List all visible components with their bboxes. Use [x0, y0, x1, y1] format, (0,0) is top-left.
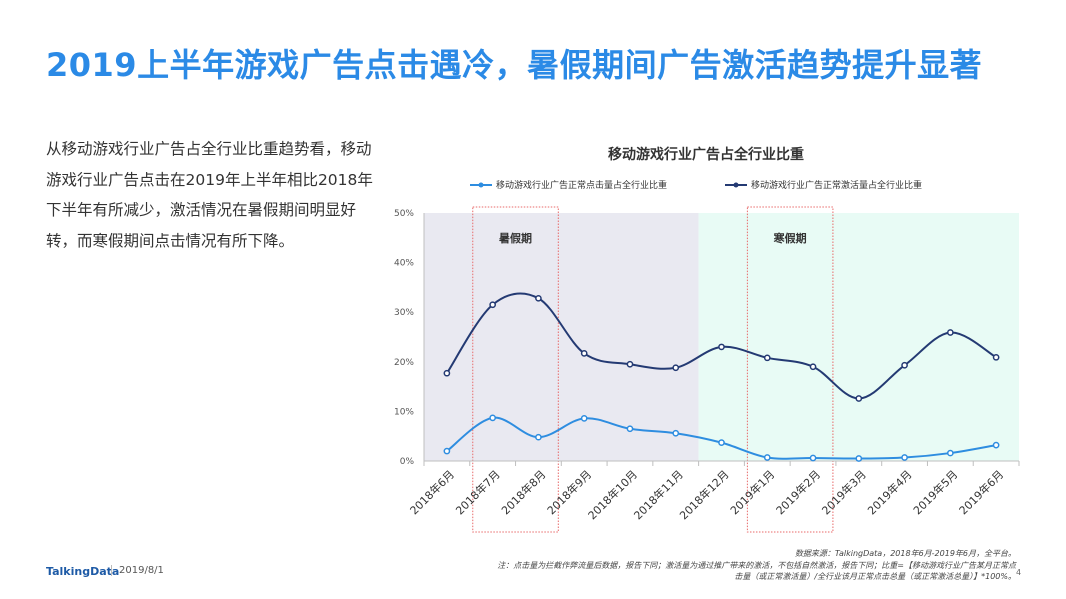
- activation-share-point: [626, 360, 634, 368]
- legend-label: 移动游戏行业广告正常点击量占全行业比重: [496, 179, 667, 191]
- legend-label: 移动游戏行业广告正常激活量占全行业比重: [751, 179, 922, 191]
- y-tick-label: 10%: [394, 407, 414, 417]
- click-share-point: [992, 441, 1000, 449]
- activation-share-point: [992, 353, 1000, 361]
- click-share-point: [763, 454, 771, 461]
- click-share-point: [718, 439, 725, 446]
- period-label: 寒假期: [773, 231, 807, 245]
- activation-share-point: [946, 329, 954, 336]
- x-tick-label: 2019年1月: [727, 467, 777, 517]
- click-share-point: [443, 447, 451, 455]
- click-share-point: [946, 449, 954, 457]
- footnote-line-2: 击量（或正常激活量）/全行业该月正常点击总量（或正常激活总量）】*100%。: [734, 572, 1016, 581]
- activation-share-point: [718, 343, 725, 351]
- activation-share-point: [535, 294, 542, 302]
- period-label: 暑假期: [499, 231, 532, 245]
- activation-share-point: [763, 354, 771, 362]
- activation-share-point: [443, 369, 451, 377]
- intro-text: 从移动游戏行业广告占全行业比重趋势看，移动游戏行业广告点击在2019年上半年相比…: [46, 140, 373, 250]
- footer-date: 2019/8/1: [111, 565, 164, 576]
- activation-share-point: [809, 363, 817, 371]
- y-tick-label: 50%: [394, 209, 414, 219]
- source-note: 数据来源：TalkingData，2018年6月-2019年6月，全平台。: [794, 549, 1016, 558]
- period-highlight-box: [746, 206, 834, 533]
- legend-marker: [478, 182, 484, 188]
- activation-share-point: [901, 361, 908, 369]
- page-number: 4: [1016, 568, 1022, 577]
- activation-share-point: [580, 350, 588, 357]
- x-tick-label: 2019年3月: [819, 467, 869, 517]
- y-tick-label: 0%: [400, 457, 415, 467]
- x-tick-label: 2018年8月: [498, 467, 548, 517]
- activation-share-point: [855, 395, 863, 402]
- period-highlight-box: [472, 206, 559, 533]
- x-tick-label: 2018年9月: [544, 467, 594, 517]
- footnote-line-1: 注：点击量为拦截作弊流量后数据，报告下同；激活量为通过推广带来的激活，不包括自然…: [497, 561, 1016, 570]
- activation-share-point: [672, 364, 680, 372]
- x-tick-label: 2019年5月: [910, 467, 960, 517]
- click-share-point: [901, 454, 908, 461]
- x-tick-label: 2018年6月: [407, 467, 457, 517]
- y-tick-label: 40%: [394, 259, 414, 269]
- click-share-point: [672, 429, 680, 437]
- period-band: [698, 213, 1019, 461]
- talkingdata-logo: TalkingData: [46, 565, 120, 578]
- click-share-point: [809, 454, 817, 462]
- click-share-point: [535, 433, 542, 441]
- x-tick-label: 2018年7月: [453, 467, 503, 517]
- click-share-point: [580, 414, 588, 422]
- click-share-point: [626, 425, 634, 433]
- click-share-point: [855, 455, 863, 462]
- y-tick-label: 30%: [394, 308, 414, 318]
- legend-marker: [733, 182, 739, 188]
- x-tick-label: 2019年6月: [956, 467, 1006, 517]
- x-tick-label: 2019年2月: [773, 467, 823, 517]
- click-share-point: [489, 414, 497, 422]
- page-title: 2019上半年游戏广告点击遇冷，暑假期间广告激活趋势提升显著: [46, 46, 983, 84]
- x-tick-label: 2019年4月: [864, 467, 914, 517]
- period-band: [424, 213, 699, 461]
- y-tick-label: 20%: [394, 358, 414, 368]
- activation-share-point: [489, 301, 497, 309]
- chart-title: 移动游戏行业广告占全行业比重: [608, 146, 804, 163]
- x-tick-label: 2018年12月: [676, 467, 731, 522]
